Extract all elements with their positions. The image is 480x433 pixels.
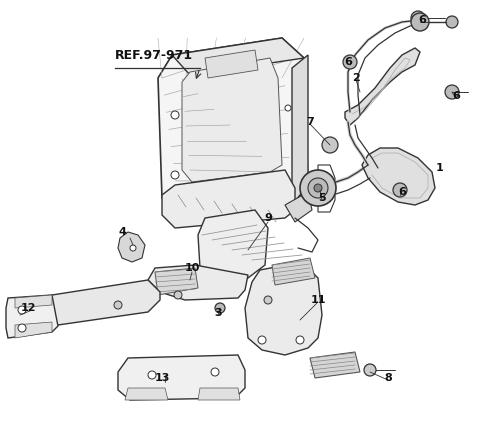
Text: 9: 9 xyxy=(264,213,272,223)
Circle shape xyxy=(445,85,459,99)
Circle shape xyxy=(174,291,182,299)
Polygon shape xyxy=(182,58,282,182)
Circle shape xyxy=(308,178,328,198)
Text: 6: 6 xyxy=(452,91,460,101)
Circle shape xyxy=(300,170,336,206)
Polygon shape xyxy=(292,55,308,205)
Text: 12: 12 xyxy=(20,303,36,313)
Polygon shape xyxy=(125,388,168,400)
Circle shape xyxy=(411,11,425,25)
Polygon shape xyxy=(118,355,245,400)
Circle shape xyxy=(18,306,26,314)
Polygon shape xyxy=(155,268,198,295)
Polygon shape xyxy=(362,148,435,205)
Circle shape xyxy=(393,183,407,197)
Polygon shape xyxy=(205,50,258,78)
Circle shape xyxy=(446,16,458,28)
Circle shape xyxy=(264,296,272,304)
Polygon shape xyxy=(15,322,52,338)
Text: 2: 2 xyxy=(352,73,360,83)
Circle shape xyxy=(114,301,122,309)
Text: 6: 6 xyxy=(398,187,406,197)
Circle shape xyxy=(314,184,322,192)
Polygon shape xyxy=(162,170,295,228)
Circle shape xyxy=(296,336,304,344)
Circle shape xyxy=(343,55,357,69)
Polygon shape xyxy=(148,265,248,300)
Polygon shape xyxy=(158,38,308,218)
Polygon shape xyxy=(272,258,315,285)
Text: 3: 3 xyxy=(214,308,222,318)
Text: 6: 6 xyxy=(418,15,426,25)
Text: 5: 5 xyxy=(318,193,326,203)
Polygon shape xyxy=(310,352,360,378)
Text: 8: 8 xyxy=(384,373,392,383)
Circle shape xyxy=(211,368,219,376)
Text: 13: 13 xyxy=(154,373,170,383)
Text: 4: 4 xyxy=(118,227,126,237)
Polygon shape xyxy=(345,48,420,125)
Circle shape xyxy=(285,105,291,111)
Polygon shape xyxy=(172,38,304,75)
Text: 1: 1 xyxy=(436,163,444,173)
Circle shape xyxy=(18,324,26,332)
Circle shape xyxy=(148,371,156,379)
Polygon shape xyxy=(15,295,52,308)
Text: 11: 11 xyxy=(310,295,326,305)
Circle shape xyxy=(130,245,136,251)
Circle shape xyxy=(171,171,179,179)
Circle shape xyxy=(258,336,266,344)
Polygon shape xyxy=(118,232,145,262)
Circle shape xyxy=(215,303,225,313)
Text: 7: 7 xyxy=(306,117,314,127)
Circle shape xyxy=(171,111,179,119)
Text: REF.97-971: REF.97-971 xyxy=(115,49,193,62)
Polygon shape xyxy=(245,262,322,355)
Polygon shape xyxy=(6,295,58,338)
Circle shape xyxy=(322,137,338,153)
Circle shape xyxy=(411,13,429,31)
Polygon shape xyxy=(198,210,268,282)
Polygon shape xyxy=(198,388,240,400)
Text: 10: 10 xyxy=(184,263,200,273)
Text: 6: 6 xyxy=(344,57,352,67)
Polygon shape xyxy=(48,280,160,325)
Polygon shape xyxy=(285,192,312,222)
Circle shape xyxy=(364,364,376,376)
